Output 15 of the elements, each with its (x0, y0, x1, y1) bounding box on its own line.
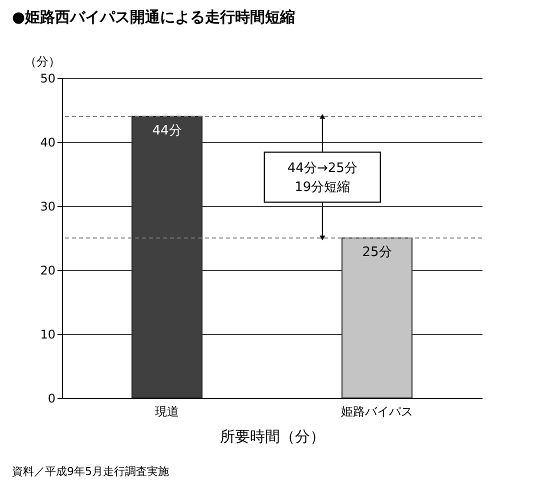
chart-title: ●姫路西バイパス開通による走行時間短縮 (12, 8, 296, 26)
y-tick-label: 0 (48, 392, 56, 406)
x-tick-label: 現道 (155, 404, 179, 418)
y-tick-label: 10 (40, 328, 56, 342)
data-label: 44分 (152, 123, 182, 138)
data-label: 25分 (362, 245, 392, 260)
y-axis-title: （分） (24, 54, 60, 68)
y-tick-label: 40 (40, 136, 56, 150)
y-tick-label: 20 (40, 264, 56, 278)
y-tick-label: 50 (40, 72, 56, 86)
x-axis-title: 所要時間（分） (220, 428, 325, 446)
text: 資料／平成9年5月走行調査実施 (12, 464, 170, 479)
annotation: 44分→25分 19分短縮 (287, 161, 358, 196)
x-tick-label: 姫路バイパス (341, 404, 413, 418)
y-tick-label: 30 (40, 200, 56, 214)
